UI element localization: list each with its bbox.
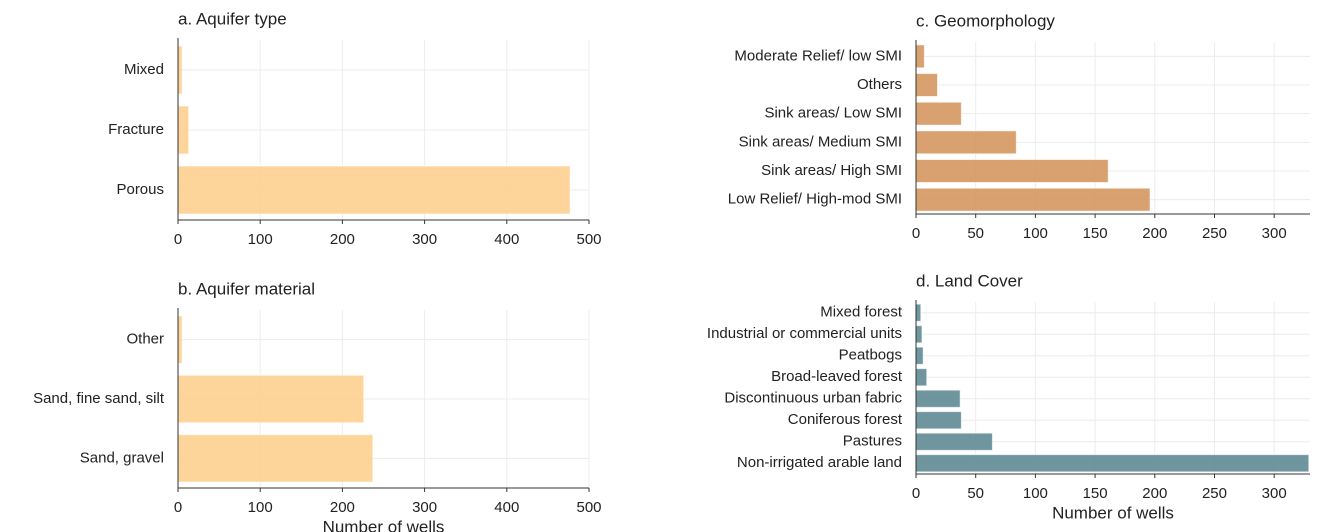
bar (915, 411, 962, 430)
bar (915, 432, 993, 451)
y-tick-label: Discontinuous urban fabric (724, 390, 902, 407)
x-tick-label: 300 (1262, 485, 1287, 502)
x-tick-label: 200 (1142, 225, 1167, 242)
x-tick-label: 100 (248, 499, 273, 516)
x-tick-label: 100 (1023, 225, 1048, 242)
x-tick-label: 300 (1262, 225, 1287, 242)
x-tick-label: 200 (330, 499, 355, 516)
y-tick-label: Coniferous forest (788, 411, 903, 428)
bar (177, 165, 571, 215)
y-tick-label: Low Relief/ High-mod SMI (728, 191, 902, 208)
bar (915, 159, 1109, 183)
bar (915, 73, 938, 97)
y-tick-label: Others (857, 76, 902, 93)
x-tick-label: 150 (1083, 485, 1108, 502)
bar (177, 374, 365, 424)
chart-title: d. Land Cover (916, 271, 1023, 290)
x-tick-label: 0 (174, 231, 182, 248)
x-tick-label: 0 (912, 225, 920, 242)
bar (177, 315, 183, 364)
bar (915, 454, 1310, 473)
bar (915, 368, 928, 387)
y-tick-label: Broad-leaved forest (771, 368, 903, 385)
bar (915, 325, 923, 344)
y-tick-label: Other (126, 331, 164, 348)
bar (915, 303, 922, 322)
x-tick-label: 50 (967, 485, 984, 502)
bar (915, 44, 925, 69)
x-tick-label: 100 (248, 231, 273, 248)
bar (177, 434, 374, 483)
y-tick-label: Sand, gravel (80, 449, 164, 466)
x-tick-label: 50 (967, 225, 984, 242)
y-tick-label: Sink areas/ Low SMI (764, 105, 902, 122)
x-tick-label: 250 (1202, 225, 1227, 242)
chart-title: c. Geomorphology (916, 11, 1055, 30)
y-tick-label: Peatbogs (839, 347, 902, 364)
y-tick-label: Moderate Relief/ low SMI (734, 47, 902, 64)
y-tick-label: Industrial or commercial units (707, 325, 902, 342)
x-tick-label: 500 (576, 231, 601, 248)
y-tick-label: Pastures (843, 433, 902, 450)
x-tick-label: 300 (412, 499, 437, 516)
x-tick-label: 150 (1083, 225, 1108, 242)
bar (177, 45, 183, 95)
x-axis-label: Number of wells (323, 517, 445, 532)
x-tick-label: 300 (412, 231, 437, 248)
x-tick-label: 400 (494, 499, 519, 516)
x-tick-label: 500 (576, 499, 601, 516)
x-tick-label: 0 (174, 499, 182, 516)
y-tick-label: Sand, fine sand, silt (33, 390, 165, 407)
chart-title: b. Aquifer material (178, 279, 315, 298)
bar (915, 346, 924, 365)
y-tick-label: Sink areas/ Medium SMI (739, 133, 902, 150)
y-tick-label: Mixed forest (820, 304, 903, 321)
x-tick-label: 100 (1023, 485, 1048, 502)
x-tick-label: 200 (330, 231, 355, 248)
y-tick-label: Fracture (108, 121, 164, 138)
bar (915, 101, 962, 126)
chart-title: a. Aquifer type (178, 9, 287, 28)
bar (915, 389, 961, 408)
y-tick-label: Sink areas/ High SMI (761, 162, 902, 179)
y-tick-label: Porous (116, 181, 164, 198)
y-tick-label: Mixed (124, 61, 164, 78)
x-tick-label: 0 (912, 485, 920, 502)
x-tick-label: 200 (1142, 485, 1167, 502)
x-tick-label: 400 (494, 231, 519, 248)
x-tick-label: 250 (1202, 485, 1227, 502)
bar (915, 130, 1017, 155)
bar (915, 187, 1151, 212)
bar (177, 105, 190, 155)
y-tick-label: Non-irrigated arable land (737, 454, 902, 471)
x-axis-label: Number of wells (1052, 503, 1174, 522)
